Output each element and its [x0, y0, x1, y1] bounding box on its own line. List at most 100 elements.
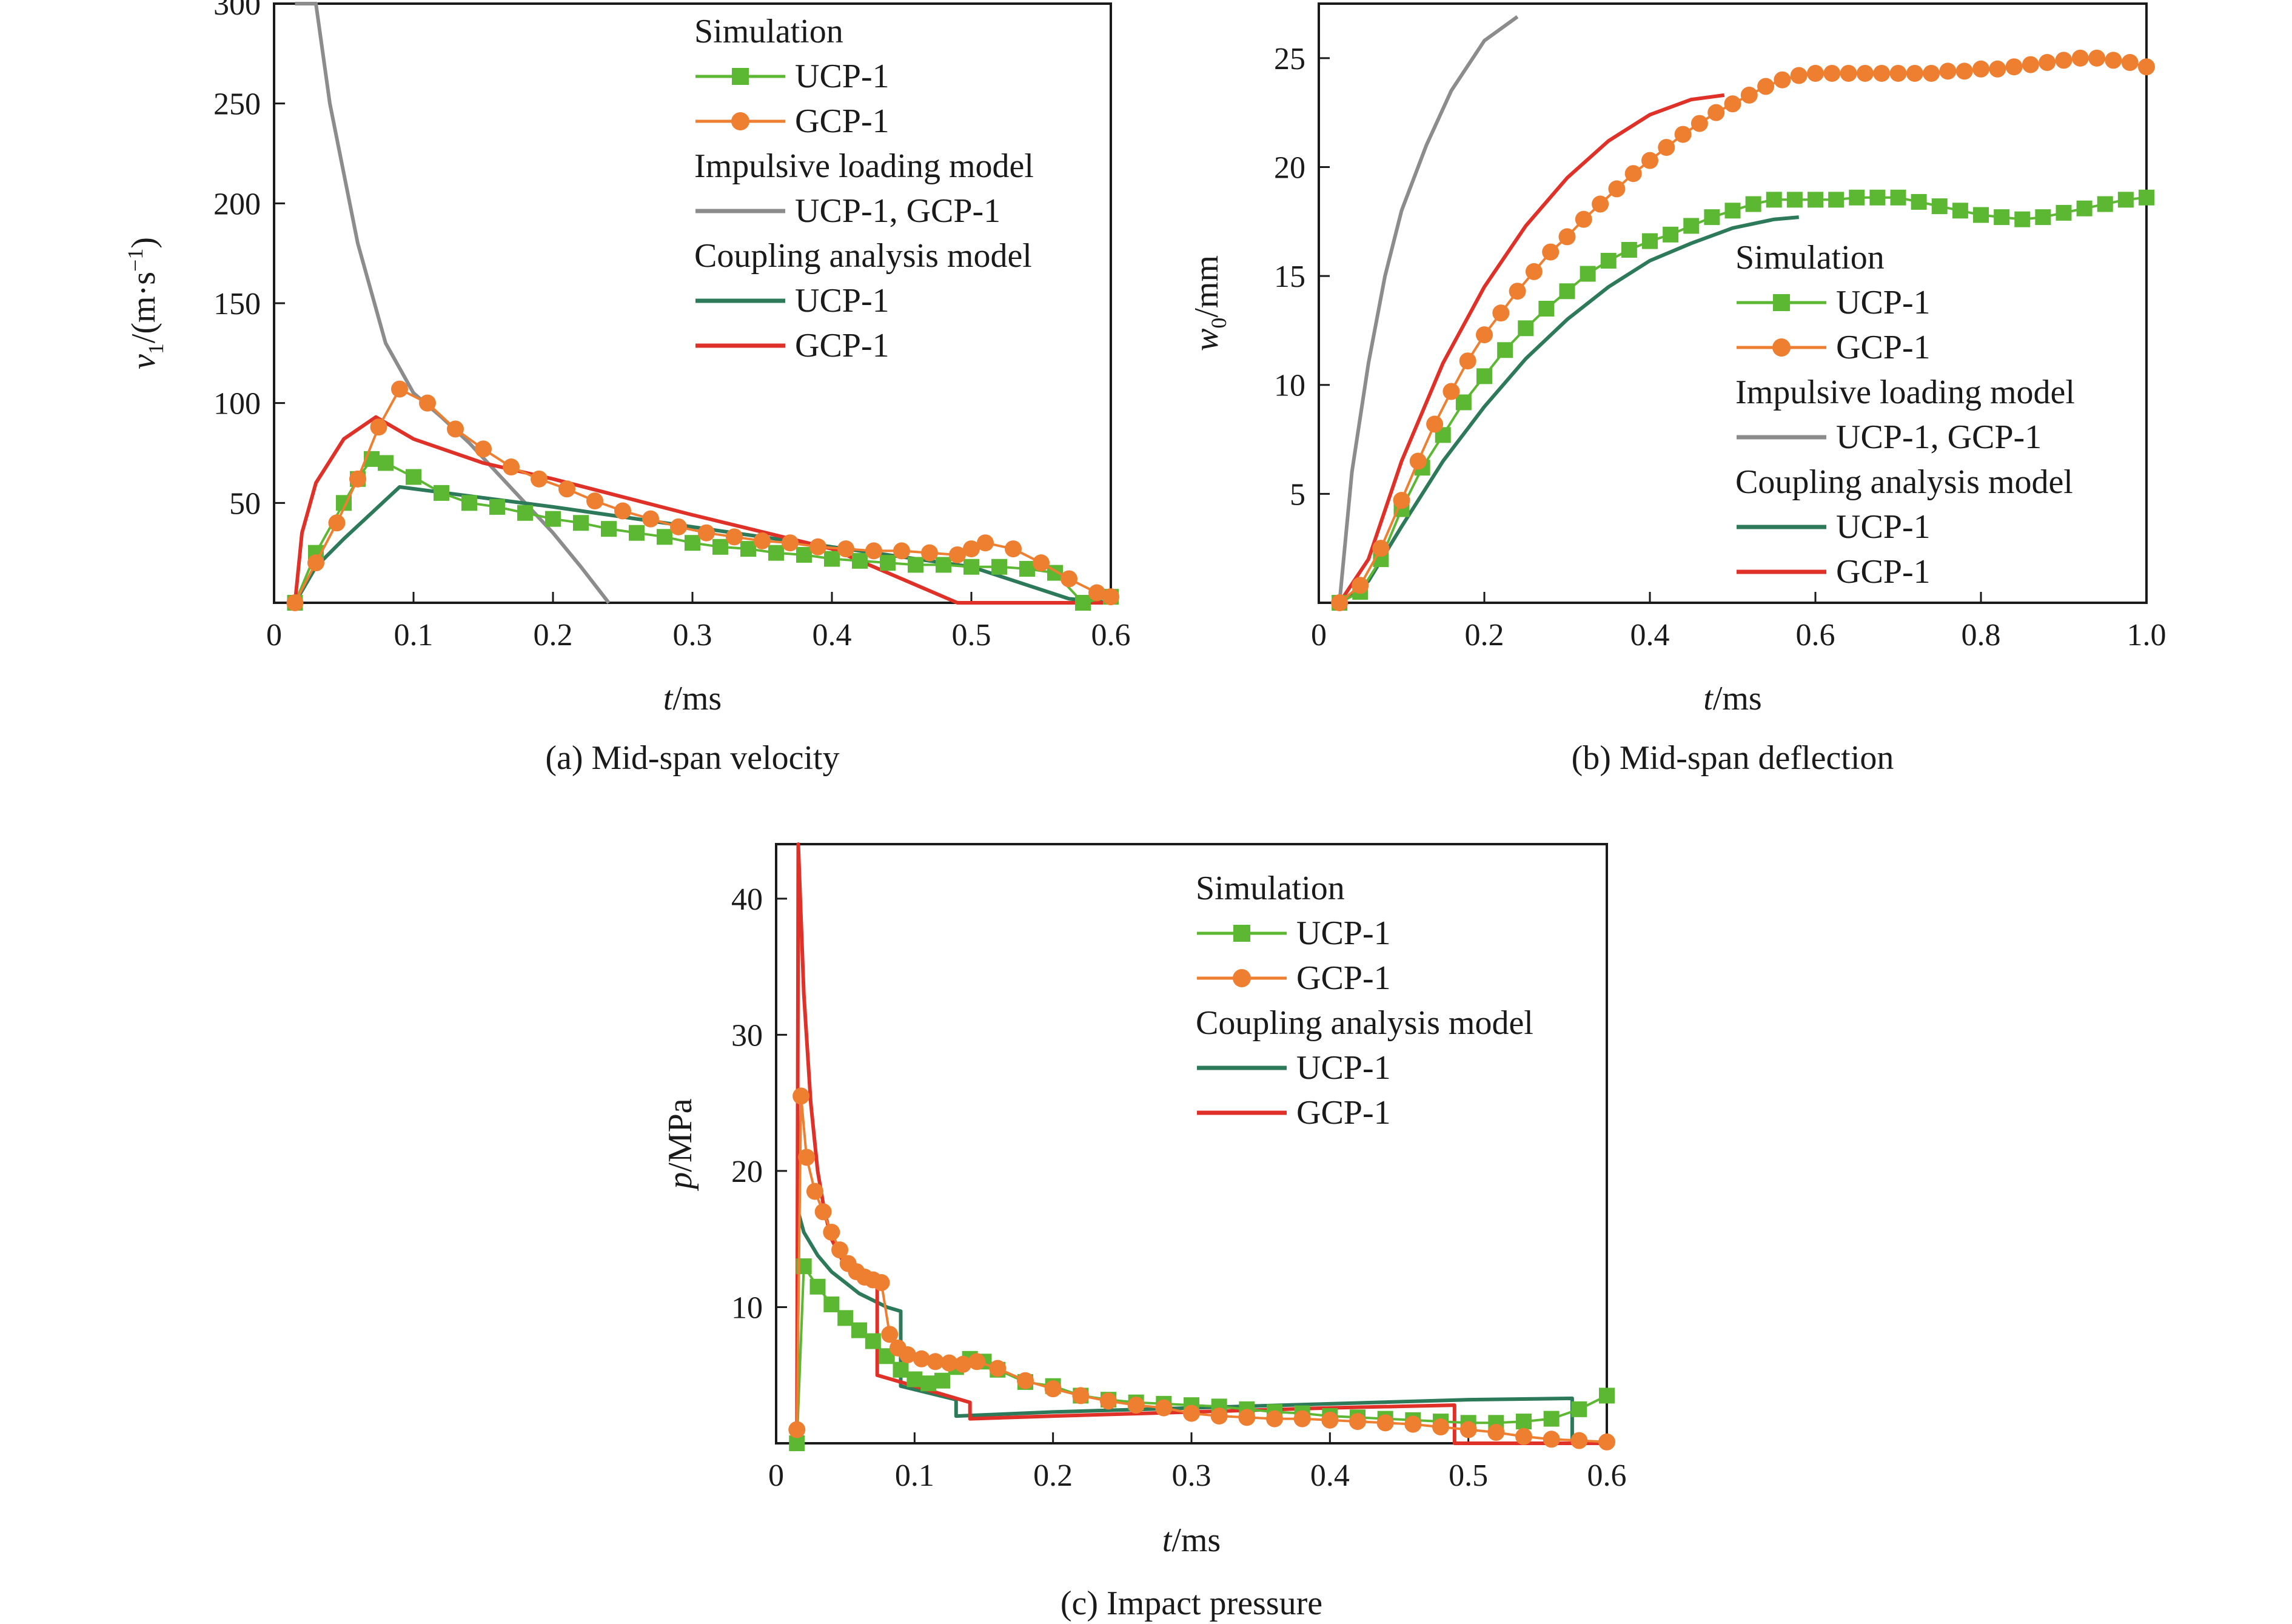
data-point-circle [1492, 304, 1510, 322]
series-line [1339, 196, 2147, 604]
x-axis-label-var: t [1703, 680, 1714, 717]
data-point-square [1766, 192, 1782, 208]
data-point-circle [1005, 540, 1022, 558]
legend-entry-label: UCP-1 [1836, 508, 1931, 546]
data-point-circle [586, 492, 603, 510]
data-point-square [1683, 218, 1700, 234]
legend-entry-label: UCP-1, GCP-1 [1836, 418, 2042, 456]
data-point-square [2117, 192, 2134, 208]
data-point-circle [1906, 64, 1923, 82]
data-point-circle [1210, 1408, 1228, 1425]
data-point-circle [1017, 1372, 1034, 1389]
data-point-circle [698, 524, 715, 542]
data-point-square [685, 535, 700, 551]
legend-group-title: Simulation [694, 13, 843, 50]
data-point-circle [814, 1203, 832, 1221]
data-point-circle [391, 380, 408, 398]
y-axis-label-var: p [662, 1172, 699, 1192]
x-tick-label: 0.5 [952, 618, 991, 653]
data-point-square [406, 469, 421, 485]
data-point-circle [307, 554, 324, 572]
y-axis-label-unit: /MPa [662, 1098, 699, 1172]
legend-entry-label: UCP-1 [1296, 914, 1391, 952]
data-point-circle [792, 1087, 810, 1105]
data-point-circle [1972, 60, 1989, 78]
data-point-circle [370, 418, 387, 436]
data-point-square [852, 552, 868, 569]
data-point-circle [1525, 263, 1543, 280]
y-tick-label: 300 [213, 0, 261, 22]
data-point-square [1455, 394, 1472, 411]
plot-frame [1318, 2, 2148, 604]
data-point-circle [1624, 165, 1642, 183]
y-tick-label: 30 [731, 1018, 763, 1053]
data-point-square [1600, 252, 1617, 269]
data-point-square [1849, 189, 1865, 206]
x-tick-label: 0.3 [1172, 1458, 1211, 1493]
legend-entry-label: UCP-1 [1836, 284, 1931, 321]
data-point-circle [968, 1353, 986, 1371]
data-point-square [908, 557, 923, 573]
legend-group-title: Coupling analysis model [1196, 1004, 1533, 1042]
data-point-square [1724, 203, 1741, 219]
series-ucp-1-gcp-1-impulsive [1338, 15, 1519, 603]
y-tick-label: 15 [1274, 260, 1305, 294]
data-point-square [1518, 320, 1534, 337]
data-point-square [1786, 192, 1803, 208]
x-tick-label: 0 [1311, 618, 1327, 653]
legend-marker-square [1233, 925, 1250, 942]
x-tick-label: 0.6 [1091, 618, 1131, 653]
data-point-circle [1575, 210, 1592, 228]
legend-entry-label: UCP-1 [795, 282, 890, 320]
data-point-square [2139, 189, 2154, 206]
y-axis-label-var: w [1188, 329, 1225, 351]
x-axis-label-var: t [1162, 1522, 1173, 1559]
data-point-circle [873, 1274, 890, 1292]
legend-group-title: Simulation [1196, 870, 1345, 907]
data-point-circle [1072, 1387, 1090, 1404]
data-point-circle [806, 1183, 823, 1200]
data-point-circle [531, 470, 548, 488]
data-point-circle [1044, 1380, 1062, 1398]
data-point-circle [1674, 126, 1692, 143]
data-point-circle [1238, 1409, 1256, 1426]
data-point-circle [1823, 64, 1841, 82]
y-tick-label: 20 [1274, 150, 1305, 185]
series-gcp-1-simulation [788, 1087, 1615, 1451]
data-point-circle [2138, 58, 2155, 76]
data-point-circle [893, 542, 910, 560]
data-point-square [1476, 368, 1492, 384]
data-point-circle [913, 1350, 930, 1367]
data-point-circle [837, 540, 854, 558]
x-axis-label-unit: /ms [672, 680, 722, 717]
data-point-circle [1393, 492, 1410, 509]
y-axis-label-var: v [125, 354, 163, 369]
data-point-square [1704, 209, 1720, 226]
data-point-circle [754, 532, 771, 549]
data-point-square [1808, 192, 1823, 208]
x-tick-label: 0.2 [534, 618, 573, 653]
x-tick-label: 0.6 [1796, 618, 1835, 653]
data-point-circle [831, 1241, 849, 1259]
data-point-square [2097, 196, 2113, 212]
data-point-square [823, 1296, 840, 1312]
data-point-square [517, 505, 533, 521]
x-axis-label-var: t [663, 680, 674, 717]
data-point-square [1911, 193, 1927, 210]
chart-panel-c: 0 0.1 0.2 0.3 0.4 0.5 0.6 10 20 30 40 t/ms p/MPa (c) … [662, 842, 1627, 1622]
data-point-circle [1542, 243, 1560, 261]
data-point-square [920, 1375, 937, 1392]
data-point-square [629, 525, 645, 541]
legend-group-title: Simulation [1735, 239, 1885, 277]
series-line [1338, 93, 1725, 604]
legend-entry-label: UCP-1 [795, 58, 890, 95]
series-line [795, 1210, 1607, 1445]
data-point-square [1869, 189, 1886, 206]
data-point-circle [823, 1223, 840, 1241]
data-point-circle [614, 502, 631, 520]
panel-caption: (b) Mid-span deflection [1572, 739, 1894, 777]
legend-entry-label: GCP-1 [795, 327, 890, 364]
data-point-circle [328, 514, 346, 532]
